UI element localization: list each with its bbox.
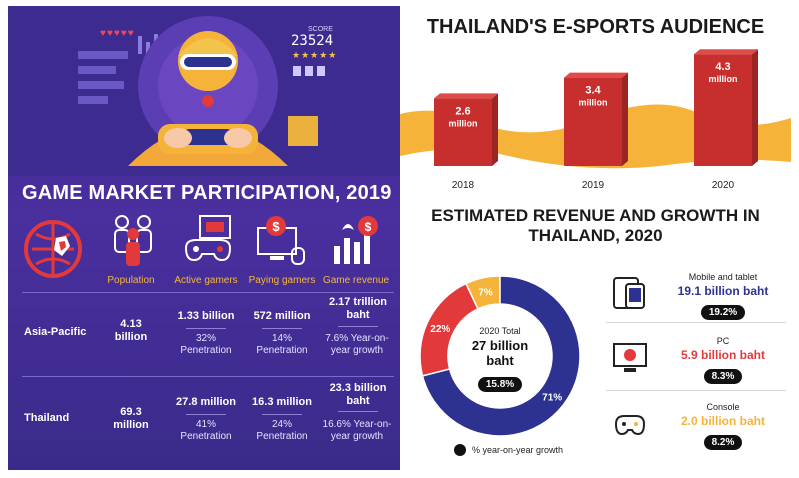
row-label-thailand: Thailand [24,412,70,424]
globe-icon [24,220,82,278]
mobile-tablet-icon [613,277,645,309]
pc-icon [613,343,647,372]
svg-text:$: $ [272,219,280,234]
esports-bar-chart: 2.6million20183.4million20194.3million20… [400,49,791,191]
donut-legend: % year-on-year growth [454,444,563,456]
svg-text:$: $ [365,220,372,234]
donut-slice-label: 71% [542,392,562,403]
table-divider-top [22,292,394,293]
bar-category-label: 2019 [582,180,605,191]
thailand-game-revenue: 23.3 billion baht [329,382,387,407]
segment-growth-pc: 8.3% [703,369,743,384]
col-head-paying-gamers: Paying gamers [248,275,316,286]
separator [186,414,226,415]
stars-icon: ★★★★★ [292,50,338,60]
bar-unit-label: million [579,98,608,108]
separator [262,414,302,415]
thailand-paying-penetration: 24% Penetration [256,419,308,442]
asia-revenue-growth: 7.6% Year-on-year growth [325,333,389,356]
donut-center: 2020 Total 27 billion baht 15.8% [460,326,540,392]
bar-category-label: 2018 [452,180,475,191]
separator [338,326,378,327]
population-icon [114,215,152,266]
bar-value-label: 2.6 [455,105,470,117]
bar-side-2019 [622,72,628,166]
segment-name-console: Console [706,402,740,412]
bar-value-label: 4.3 [715,61,730,73]
asia-population: 4.13 billion [114,318,148,343]
segment-divider [606,390,786,391]
paying-gamers-icon: $ [257,216,305,265]
legend-dot-icon [454,444,466,456]
segment-growth-console: 8.2% [703,435,743,450]
separator [262,328,302,329]
separator [338,411,378,412]
segment-value-pc: 5.9 billion baht [680,348,765,362]
asia-active-gamers: 1.33 billion [177,310,235,322]
hearts-icon: ♥♥♥♥♥ [100,28,135,39]
segment-growth-mobile: 19.2% [700,305,746,320]
game-revenue-icon: $ [334,216,378,264]
score-value: 23524 [291,33,334,49]
bar-unit-label: million [709,74,738,84]
esports-title: THAILAND'S E-SPORTS AUDIENCE [426,16,765,38]
score-label: SCORE [308,26,333,33]
thailand-population: 69.3 million [113,406,149,431]
thailand-revenue-growth: 16.6% Year-on-year growth [322,419,392,442]
segment-name-mobile: Mobile and tablet [688,272,758,282]
revenue-donut-chart: 7% 71% 22% [419,275,581,437]
donut-slice-22 [419,282,479,377]
segment-value-console: 2.0 billion baht [680,414,765,428]
col-head-population: Population [107,275,155,286]
bar-category-label: 2020 [712,180,735,191]
col-head-active-gamers: Active gamers [174,275,238,286]
bar-top-2019 [564,72,628,78]
bar-unit-label: million [449,118,478,128]
active-gamers-icon [184,215,232,262]
asia-paying-penetration: 14% Penetration [256,333,308,356]
bar-top-2020 [694,49,758,55]
asia-active-penetration: 32% Penetration [180,333,232,356]
bar-side-2018 [492,93,498,166]
bar-top-2018 [434,93,498,99]
bar-2018 [434,98,492,166]
thailand-active-gamers: 27.8 million [176,396,236,408]
bar-2020 [694,54,752,167]
bar-value-label: 3.4 [585,85,601,97]
console-icon [614,415,646,436]
donut-slice-label: 7% [478,288,493,299]
thailand-paying-gamers: 16.3 million [252,396,312,408]
separator [186,328,226,329]
bar-2019 [564,77,622,166]
asia-game-revenue: 2.17 trillion baht [328,296,388,321]
thailand-active-penetration: 41% Penetration [180,419,232,442]
bar-side-2020 [752,49,758,167]
asia-paying-gamers: 572 million [253,310,311,322]
revenue-title: ESTIMATED REVENUE AND GROWTH IN THAILAND… [431,206,760,245]
esports-revenue-panel: THAILAND'S E-SPORTS AUDIENCE 2.6 million 2… [400,6,791,470]
table-divider-middle [22,376,394,377]
donut-center-value: 27 billion baht [471,338,529,368]
legend-text: % year-on-year growth [472,445,564,455]
donut-slice-label: 22% [430,324,450,335]
donut-center-label: 2020 Total [479,326,521,336]
segment-name-pc: PC [716,336,730,346]
donut-center-growth: 15.8% [477,377,523,392]
segment-value-mobile: 19.1 billion baht [677,284,769,298]
gamer-illustration [8,6,400,176]
game-market-title: GAME MARKET PARTICIPATION, 2019 [22,182,392,204]
donut-slice-71 [421,275,581,437]
game-market-panel: ♥♥♥♥♥ SCORE 23524 ★★★★★ GAME MARKET PART… [8,6,400,470]
col-head-game-revenue: Game revenue [322,275,390,286]
segment-divider [606,322,786,323]
row-label-asia-pacific: Asia-Pacific [24,326,87,338]
